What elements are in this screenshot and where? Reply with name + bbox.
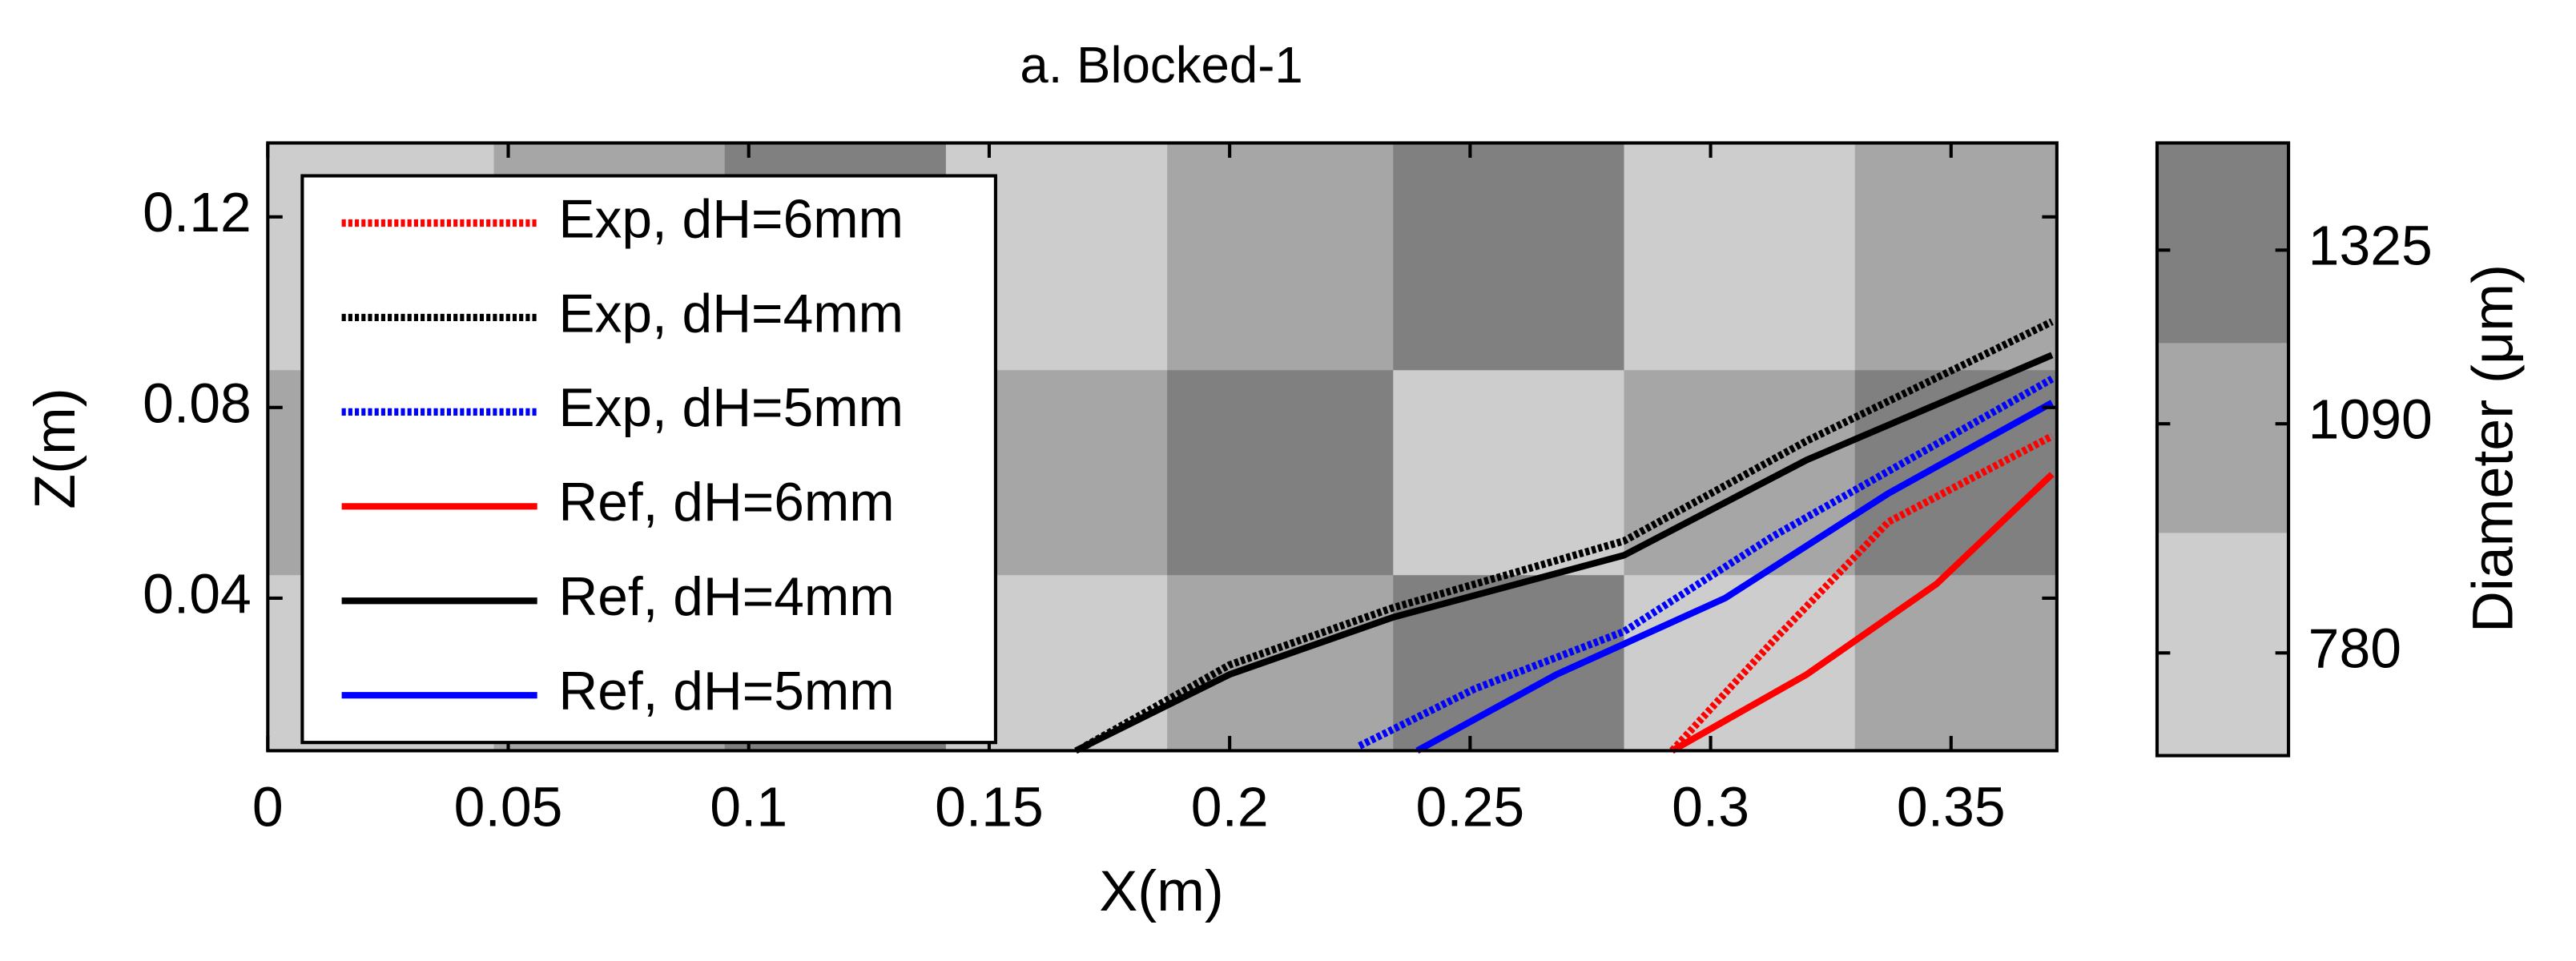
x-tick-label: 0.2 [1191,776,1269,838]
heat-cell [1624,369,1856,576]
heat-cell [1393,574,1625,752]
legend-label: Exp, dH=6mm [558,189,904,249]
y-tick-label: 0.08 [143,372,252,434]
colorbar-frame [2155,141,2291,758]
x-tick-label: 0.25 [1416,776,1525,838]
y-tick-label: 0.12 [143,181,252,243]
heat-cell [1854,143,2058,371]
legend: Exp, dH=6mm Exp, dH=4mm Exp, dH=5mm Ref, dH… [300,174,997,745]
heat-cell [1393,143,1625,371]
heat-cell [1167,574,1395,752]
colorbar-band [2156,532,2289,757]
legend-box [300,174,997,745]
legend-label: Ref, dH=5mm [558,661,894,722]
colorbar-tick-label: 1325 [2308,215,2433,277]
heat-cell [1167,369,1395,576]
colorbar: 780 1090 1325 [2155,141,2433,758]
x-tick-label: 0 [252,776,284,838]
y-tick-label: 0.04 [143,562,252,625]
lines [1074,318,2055,754]
y-axis-label: Z(m) [23,388,87,509]
axes: 0 0.05 0.1 0.15 0.2 0.25 0.3 0.35 0.04 0.08 0.12 [143,141,2059,838]
colorbar-tick-label: 1090 [2308,388,2433,451]
heat-cell [1624,143,1856,371]
series-line [1415,400,2054,754]
colorbar-label: Diameter (μm) [2461,264,2526,633]
series-line [1358,376,2055,750]
legend-label: Ref, dH=6mm [558,472,894,533]
plot-frame [266,141,2059,753]
series-line [1074,352,2054,754]
colorbar-band [2156,342,2289,533]
heat-cell [1167,143,1395,371]
x-axis-label: X(m) [1099,859,1223,923]
x-tick-label: 0.05 [454,776,563,838]
legend-label: Exp, dH=5mm [558,378,904,438]
legend-label: Ref, dH=4mm [558,567,894,627]
x-tick-label: 0.3 [1672,776,1749,838]
series-line [1669,432,2055,754]
heat-cell [1393,369,1625,576]
heat-cell [1854,574,2058,752]
legend-label: Exp, dH=4mm [558,283,904,344]
series-line [1670,472,2055,754]
chart-title: a. Blocked-1 [1020,37,1302,94]
colorbar-tick-label: 780 [2308,617,2401,680]
x-tick-label: 0.1 [710,776,787,838]
x-tick-label: 0.15 [935,776,1044,838]
colorbar-band [2156,143,2289,344]
x-tick-label: 0.35 [1897,776,2006,838]
